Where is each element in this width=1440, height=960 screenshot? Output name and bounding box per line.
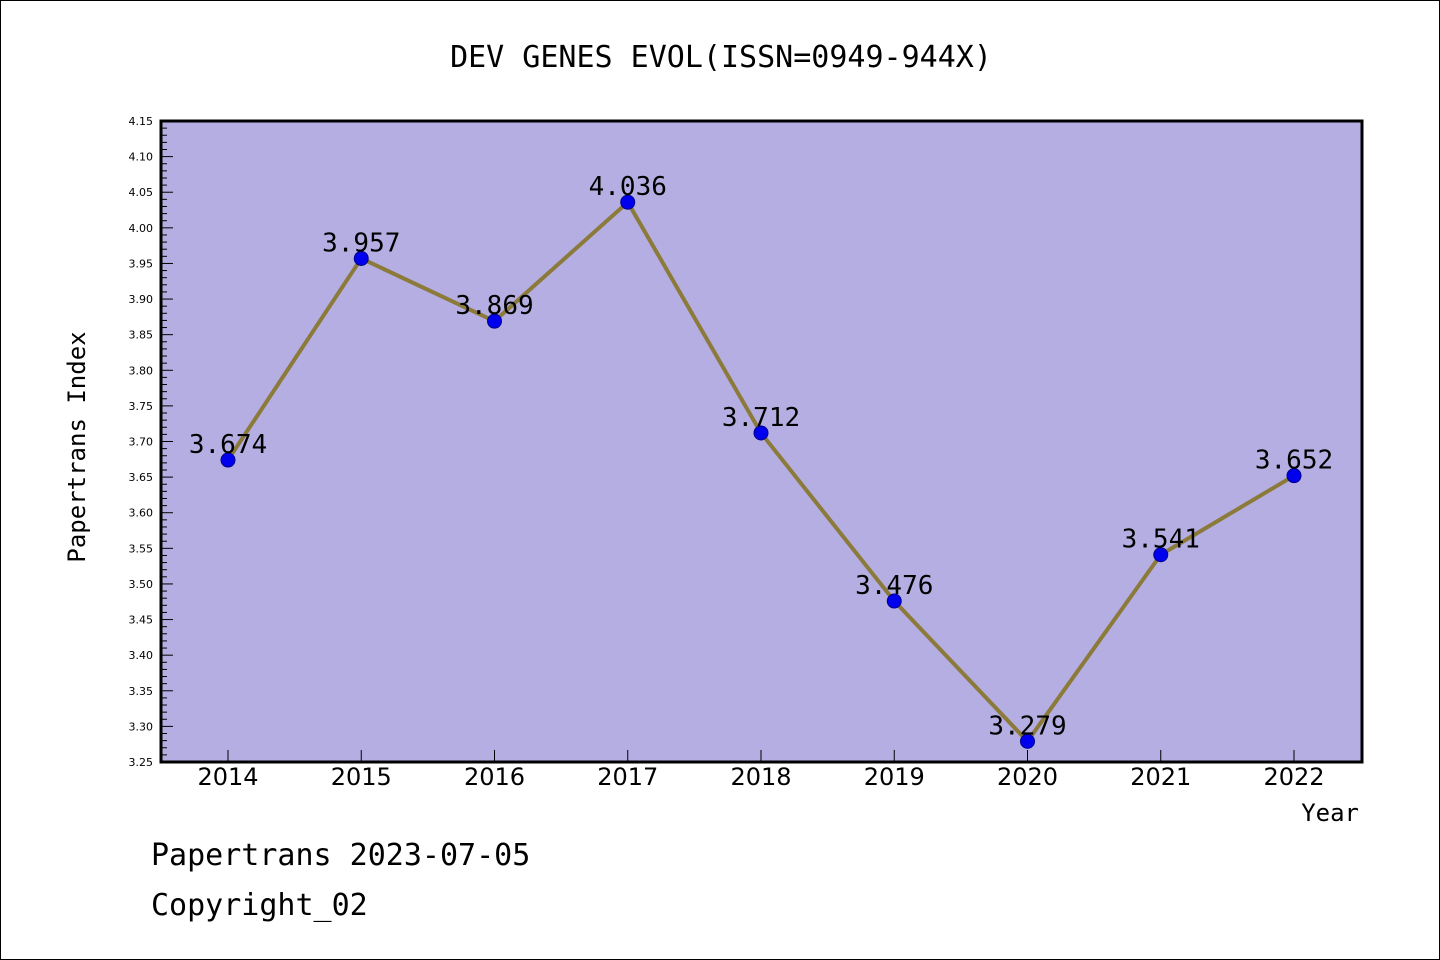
- chart-title: DEV GENES EVOL(ISSN=0949-944X): [450, 40, 992, 75]
- x-tick-label: 2019: [864, 763, 925, 791]
- data-point: [886, 593, 902, 609]
- y-tick-label: 3.25: [129, 756, 154, 769]
- y-tick-label: 3.30: [129, 720, 154, 733]
- data-label: 3.652: [1255, 446, 1333, 476]
- y-tick-label: 3.50: [129, 578, 154, 591]
- x-tick-label: 2018: [730, 763, 791, 791]
- y-tick-label: 4.00: [129, 222, 154, 235]
- y-tick-label: 3.65: [129, 471, 154, 484]
- data-point: [353, 250, 369, 266]
- plot-area: [159, 119, 1364, 764]
- data-label: 3.674: [189, 430, 267, 460]
- y-tick-label: 3.45: [129, 614, 154, 627]
- x-tick-label: 2016: [464, 763, 525, 791]
- y-tick-label: 4.05: [129, 186, 154, 199]
- data-point: [1286, 468, 1302, 484]
- y-tick-label: 3.40: [129, 649, 154, 662]
- footer-date: Papertrans 2023-07-05: [151, 838, 530, 873]
- data-point: [1153, 547, 1169, 563]
- y-tick-label: 3.95: [129, 257, 154, 270]
- x-tick-label: 2014: [197, 763, 258, 791]
- y-tick-label: 3.85: [129, 329, 154, 342]
- y-tick-label: 4.15: [129, 115, 154, 128]
- y-axis: 3.25 3.30 3.35 3.40 3.45 3.50 3.55 3.60 3.65 3.70…: [129, 115, 173, 769]
- data-label: 3.541: [1122, 525, 1200, 555]
- data-label: 3.712: [722, 403, 800, 433]
- x-tick-label: 2022: [1263, 763, 1324, 791]
- y-tick-label: 3.80: [129, 364, 154, 377]
- x-axis: 2014 2015 2016 2017 2018 2019 2020 2021 2022: [197, 750, 1325, 791]
- x-axis-title: Year: [1301, 799, 1359, 827]
- data-label: 3.869: [455, 291, 533, 321]
- footer-copyright: Copyright_02: [151, 888, 368, 923]
- x-tick-label: 2017: [597, 763, 658, 791]
- x-tick-label: 2015: [331, 763, 392, 791]
- y-axis-title: Papertrans Index: [63, 331, 91, 562]
- data-label: 4.036: [589, 172, 667, 202]
- y-tick-label: 3.35: [129, 685, 154, 698]
- data-point: [753, 425, 769, 441]
- data-label: 3.957: [322, 228, 400, 258]
- y-tick-label: 3.90: [129, 293, 154, 306]
- x-tick-label: 2021: [1130, 763, 1191, 791]
- series-line-group: 3.674 3.957 3.869 4.036 3.712 3.476 3.279 3.541…: [189, 172, 1333, 749]
- y-tick-label: 3.75: [129, 400, 154, 413]
- data-point: [220, 452, 236, 468]
- data-label: 3.279: [988, 711, 1066, 741]
- data-label: 3.476: [855, 571, 933, 601]
- y-tick-label: 3.55: [129, 542, 154, 555]
- x-tick-label: 2020: [997, 763, 1058, 791]
- y-tick-label: 3.60: [129, 507, 154, 520]
- data-point: [487, 313, 502, 329]
- data-point: [620, 194, 636, 210]
- y-tick-label: 3.70: [129, 436, 154, 449]
- y-tick-label: 4.10: [129, 151, 154, 164]
- data-point: [1020, 733, 1035, 749]
